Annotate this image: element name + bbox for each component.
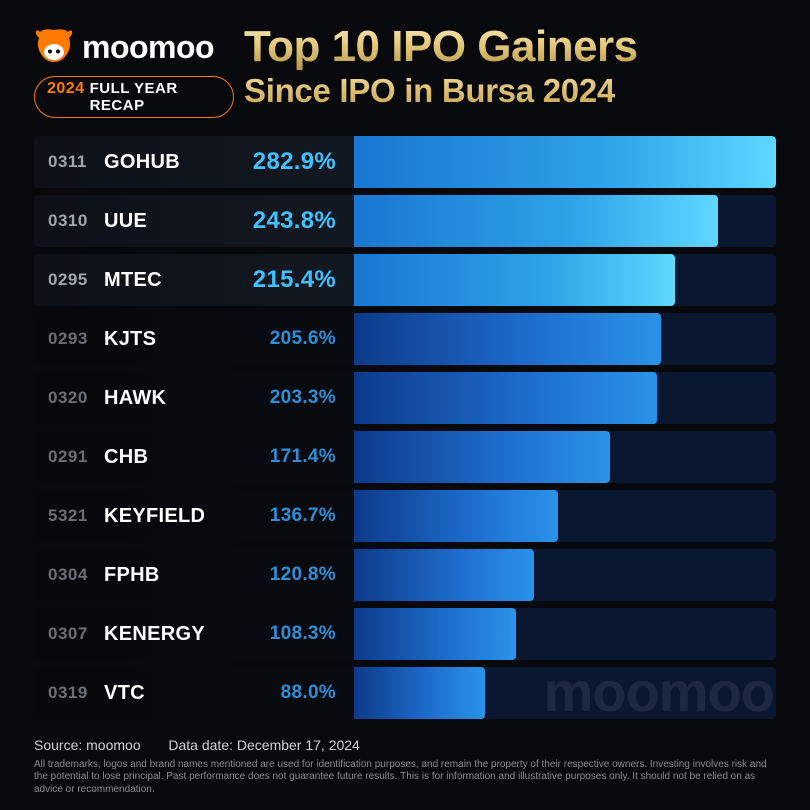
stock-code: 0304 xyxy=(48,565,104,585)
bar-track xyxy=(354,549,776,601)
date-label: Data date: December 17, 2024 xyxy=(168,737,359,753)
stock-ticker: FPHB xyxy=(104,564,238,587)
table-row: 0319VTC88.0% xyxy=(34,667,776,719)
brand-logo: moomoo xyxy=(34,28,214,66)
title-line-1: Top 10 IPO Gainers xyxy=(244,24,776,70)
bar-track xyxy=(354,372,776,424)
gain-percent: 120.8% xyxy=(238,564,354,586)
stock-ticker: UUE xyxy=(104,210,238,233)
title-line-2: Since IPO in Bursa 2024 xyxy=(244,70,776,111)
bar-fill xyxy=(354,549,534,601)
footer: Source: moomoo Data date: December 17, 2… xyxy=(34,737,776,796)
gain-percent: 203.3% xyxy=(238,387,354,409)
stock-ticker: KEYFIELD xyxy=(104,505,238,528)
infographic-page: moomoo 2024 FULL YEAR RECAP Top 10 IPO G… xyxy=(0,0,810,810)
stock-ticker: GOHUB xyxy=(104,151,238,174)
gain-percent: 88.0% xyxy=(238,682,354,704)
bar-track xyxy=(354,254,776,306)
stock-code: 0319 xyxy=(48,683,104,703)
title: Top 10 IPO Gainers Since IPO in Bursa 20… xyxy=(244,24,776,111)
bar-fill xyxy=(354,313,661,365)
stock-code: 0295 xyxy=(48,270,104,290)
bar-fill xyxy=(354,372,657,424)
bar-track xyxy=(354,608,776,660)
brand-column: moomoo 2024 FULL YEAR RECAP xyxy=(34,24,234,118)
gain-percent: 243.8% xyxy=(238,207,354,235)
table-row: 0304FPHB120.8% xyxy=(34,549,776,601)
stock-code: 0293 xyxy=(48,329,104,349)
bar-fill xyxy=(354,667,485,719)
table-row: 0307KENERGY108.3% xyxy=(34,608,776,660)
recap-year: 2024 xyxy=(47,80,85,98)
footer-source-line: Source: moomoo Data date: December 17, 2… xyxy=(34,737,776,755)
stock-ticker: VTC xyxy=(104,682,238,705)
stock-ticker: KENERGY xyxy=(104,623,238,646)
table-row: 0310UUE243.8% xyxy=(34,195,776,247)
bar-track xyxy=(354,195,776,247)
stock-code: 0307 xyxy=(48,624,104,644)
bar-track xyxy=(354,490,776,542)
gain-percent: 171.4% xyxy=(238,446,354,468)
bar-chart: 0311GOHUB282.9% 0310UUE243.8% 0295MTEC215.… xyxy=(34,136,776,719)
source-label: Source: moomoo xyxy=(34,737,141,753)
bar-fill xyxy=(354,608,516,660)
stock-code: 5321 xyxy=(48,506,104,526)
bar-fill xyxy=(354,431,610,483)
gain-percent: 108.3% xyxy=(238,623,354,645)
stock-code: 0291 xyxy=(48,447,104,467)
gain-percent: 136.7% xyxy=(238,505,354,527)
bar-fill xyxy=(354,136,776,188)
bar-fill xyxy=(354,254,675,306)
brand-name: moomoo xyxy=(82,29,214,66)
stock-code: 0311 xyxy=(48,152,104,172)
stock-code: 0310 xyxy=(48,211,104,231)
stock-ticker: KJTS xyxy=(104,328,238,351)
bar-fill xyxy=(354,195,718,247)
table-row: 0291CHB171.4% xyxy=(34,431,776,483)
bar-track xyxy=(354,667,776,719)
disclaimer: All trademarks, logos and brand names me… xyxy=(34,759,776,797)
gain-percent: 205.6% xyxy=(238,328,354,350)
bar-fill xyxy=(354,490,558,542)
recap-text: FULL YEAR RECAP xyxy=(90,80,221,114)
table-row: 5321KEYFIELD136.7% xyxy=(34,490,776,542)
bar-track xyxy=(354,136,776,188)
gain-percent: 215.4% xyxy=(238,266,354,294)
table-row: 0293KJTS205.6% xyxy=(34,313,776,365)
bull-icon xyxy=(34,28,74,66)
bar-track xyxy=(354,313,776,365)
table-row: 0311GOHUB282.9% xyxy=(34,136,776,188)
stock-ticker: HAWK xyxy=(104,387,238,410)
gain-percent: 282.9% xyxy=(238,148,354,176)
recap-badge: 2024 FULL YEAR RECAP xyxy=(34,76,234,118)
stock-ticker: CHB xyxy=(104,446,238,469)
table-row: 0320HAWK203.3% xyxy=(34,372,776,424)
stock-code: 0320 xyxy=(48,388,104,408)
header: moomoo 2024 FULL YEAR RECAP Top 10 IPO G… xyxy=(34,24,776,118)
table-row: 0295MTEC215.4% xyxy=(34,254,776,306)
stock-ticker: MTEC xyxy=(104,269,238,292)
bar-track xyxy=(354,431,776,483)
